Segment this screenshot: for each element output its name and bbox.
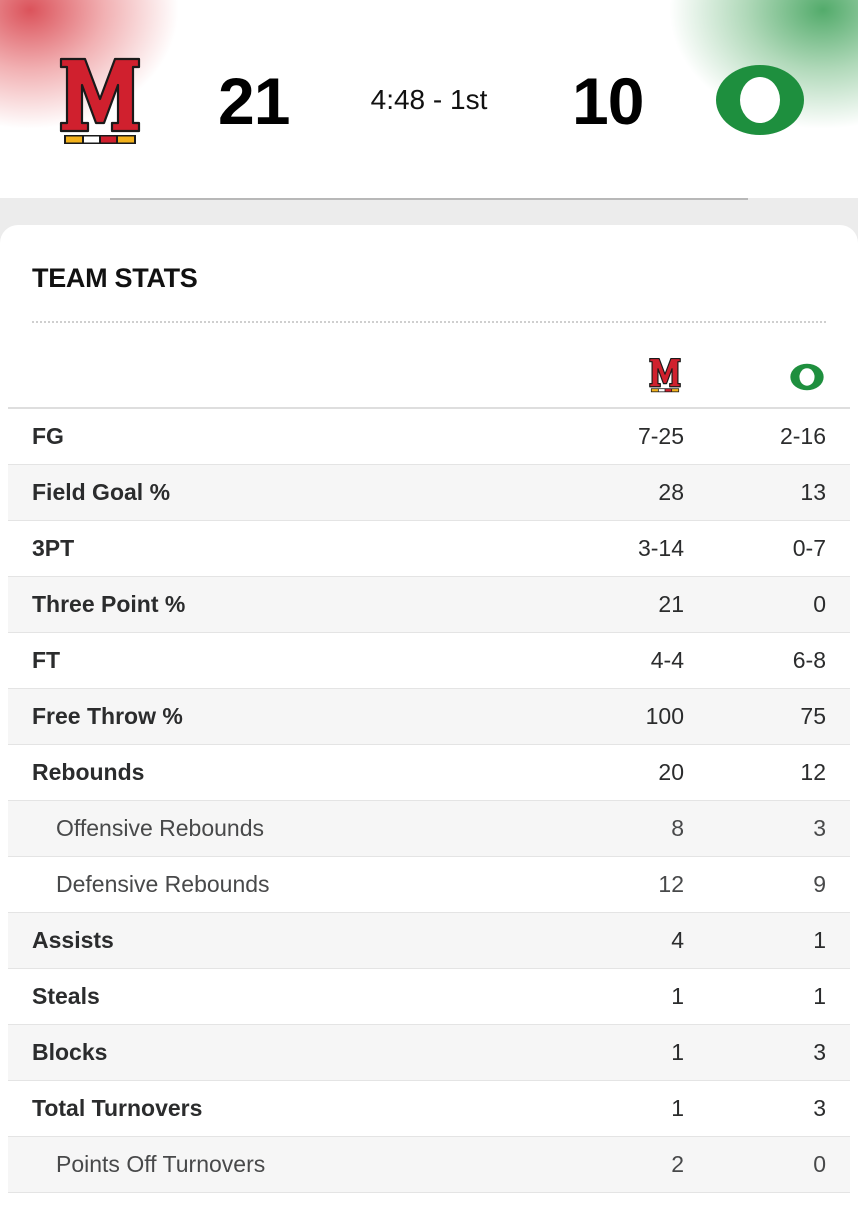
stat-home-value: 1 xyxy=(671,1095,684,1121)
stat-row: FG 7-25 2-16 xyxy=(8,409,850,465)
maryland-column-logo-icon xyxy=(649,357,681,393)
stat-label: Blocks xyxy=(32,1039,108,1065)
stat-label: Assists xyxy=(32,927,114,953)
stat-label: Free Throw % xyxy=(32,703,183,729)
stat-home-value: 4-4 xyxy=(650,647,684,673)
stats-table: FG 7-25 2-16 Field Goal % 28 13 3PT 3-14 0-7 Thre… xyxy=(8,409,850,1193)
stat-home-value: 1 xyxy=(671,983,684,1009)
stat-away-value: 3 xyxy=(813,1039,826,1065)
scoreboard-header: 21 4:48 - 1st 10 xyxy=(0,0,858,198)
stat-home-value: 7-25 xyxy=(637,423,684,449)
stats-header-divider xyxy=(8,407,850,409)
stat-label: Steals xyxy=(32,983,100,1009)
stat-label: Points Off Turnovers xyxy=(56,1151,266,1177)
header-divider xyxy=(110,198,748,200)
stat-away-value: 2-16 xyxy=(779,423,826,449)
stat-row: Offensive Rebounds 8 3 xyxy=(8,801,850,857)
stat-label: 3PT xyxy=(32,535,75,561)
away-score: 10 xyxy=(572,64,644,138)
stat-away-value: 1 xyxy=(813,927,826,953)
stat-row: FT 4-4 6-8 xyxy=(8,633,850,689)
stat-home-value: 20 xyxy=(658,759,684,785)
stat-away-value: 6-8 xyxy=(792,647,826,673)
stat-row: Defensive Rebounds 12 9 xyxy=(8,857,850,913)
stat-label: Total Turnovers xyxy=(32,1095,203,1121)
stat-label: Field Goal % xyxy=(32,479,171,505)
team-stats-title: TEAM STATS xyxy=(32,263,198,293)
stat-home-value: 100 xyxy=(645,703,684,729)
oregon-column-logo-icon xyxy=(790,363,824,391)
home-score: 21 xyxy=(218,64,290,138)
stat-label: Three Point % xyxy=(32,591,186,617)
stat-home-value: 21 xyxy=(658,591,684,617)
stat-home-value: 1 xyxy=(671,1039,684,1065)
game-clock: 4:48 - 1st xyxy=(370,84,488,115)
stat-row: Rebounds 20 12 xyxy=(8,745,850,801)
stat-row: Steals 1 1 xyxy=(8,969,850,1025)
stat-label: Defensive Rebounds xyxy=(56,871,270,897)
stat-home-value: 3-14 xyxy=(637,535,684,561)
dotted-divider xyxy=(32,321,826,323)
stat-label: FT xyxy=(32,647,61,673)
stat-row: Points Off Turnovers 2 0 xyxy=(8,1137,850,1193)
stat-row: Total Turnovers 1 3 xyxy=(8,1081,850,1137)
stat-row: Free Throw % 100 75 xyxy=(8,689,850,745)
stat-away-value: 3 xyxy=(813,815,826,841)
stat-label: Rebounds xyxy=(32,759,145,785)
stat-row: Assists 4 1 xyxy=(8,913,850,969)
stat-away-value: 75 xyxy=(800,703,826,729)
stat-home-value: 4 xyxy=(671,927,684,953)
stat-row: Blocks 1 3 xyxy=(8,1025,850,1081)
stat-row: Three Point % 21 0 xyxy=(8,577,850,633)
oregon-o-logo-icon[interactable] xyxy=(714,63,806,137)
maryland-m-logo-icon[interactable] xyxy=(58,55,142,147)
stat-away-value: 0 xyxy=(813,591,826,617)
stat-home-value: 28 xyxy=(658,479,684,505)
stat-label: Offensive Rebounds xyxy=(56,815,264,841)
stat-home-value: 2 xyxy=(671,1151,684,1177)
stat-away-value: 9 xyxy=(813,871,826,897)
stat-home-value: 8 xyxy=(671,815,684,841)
stat-away-value: 13 xyxy=(800,479,826,505)
stat-away-value: 0 xyxy=(813,1151,826,1177)
stat-row: Field Goal % 28 13 xyxy=(8,465,850,521)
stat-away-value: 3 xyxy=(813,1095,826,1121)
team-stats-card: TEAM STATS FG 7-25 2-16 Field Goal % 28 13 3PT… xyxy=(0,225,858,1215)
stat-label: FG xyxy=(32,423,64,449)
stat-away-value: 0-7 xyxy=(792,535,826,561)
stat-away-value: 1 xyxy=(813,983,826,1009)
stat-away-value: 12 xyxy=(800,759,826,785)
stat-row: 3PT 3-14 0-7 xyxy=(8,521,850,577)
stat-home-value: 12 xyxy=(658,871,684,897)
